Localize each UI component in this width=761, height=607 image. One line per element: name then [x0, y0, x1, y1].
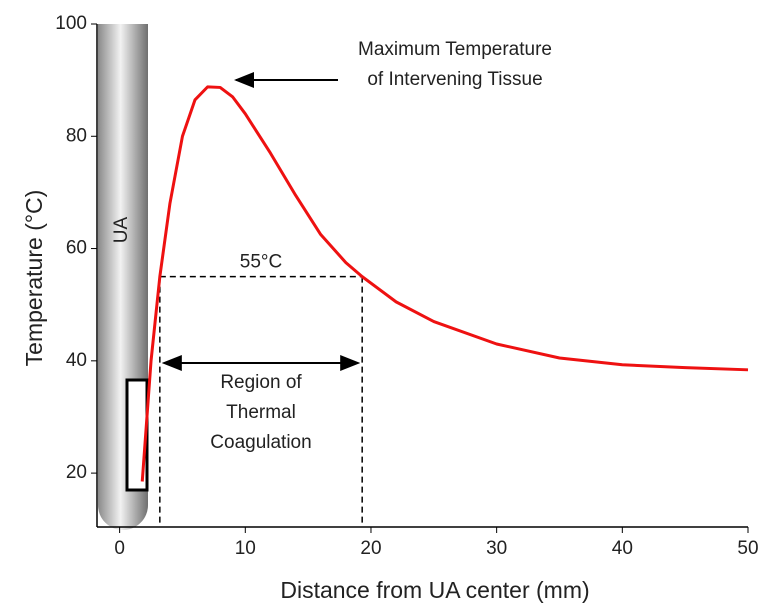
y-tick-label: 40	[66, 350, 87, 371]
x-tick-label: 40	[612, 538, 633, 559]
x-tick-label: 50	[737, 538, 758, 559]
region-label: Region of	[220, 372, 302, 393]
threshold-label: 55°C	[240, 252, 282, 273]
region-label: Coagulation	[210, 432, 311, 453]
x-tick-label: 20	[360, 538, 381, 559]
x-tick-label: 0	[114, 538, 125, 559]
region-label: Thermal	[226, 402, 296, 423]
x-tick-label: 10	[235, 538, 256, 559]
y-tick-label: 60	[66, 238, 87, 259]
x-axis-title: Distance from UA center (mm)	[280, 577, 589, 603]
peak-label: Maximum Temperature	[358, 39, 552, 60]
y-tick-label: 80	[66, 125, 87, 146]
probe-label: UA	[111, 216, 132, 243]
y-axis-title: Temperature (°C)	[21, 190, 47, 367]
y-tick-label: 20	[66, 462, 87, 483]
data-line	[140, 85, 749, 482]
x-tick-label: 30	[486, 538, 507, 559]
y-tick-label: 100	[55, 13, 87, 34]
peak-label: of Intervening Tissue	[367, 69, 542, 90]
